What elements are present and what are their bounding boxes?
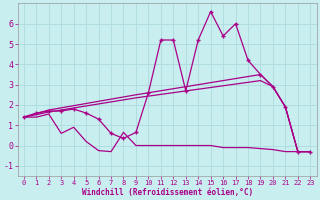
- X-axis label: Windchill (Refroidissement éolien,°C): Windchill (Refroidissement éolien,°C): [82, 188, 253, 197]
